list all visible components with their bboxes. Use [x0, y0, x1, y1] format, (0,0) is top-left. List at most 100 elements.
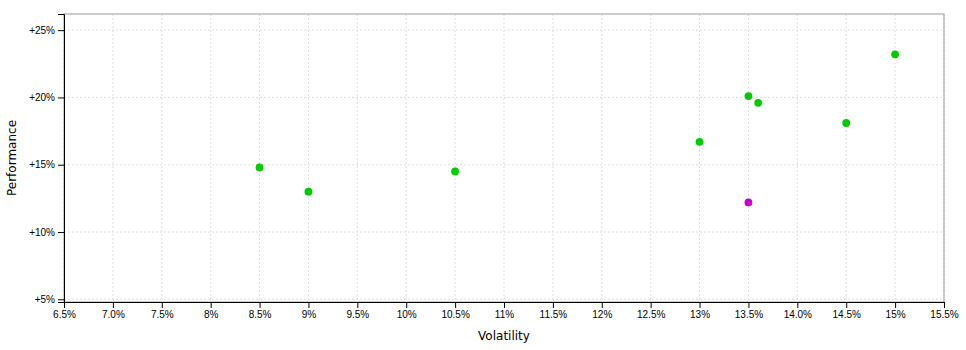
grid-line [699, 14, 700, 302]
grid-line [357, 14, 358, 302]
tick-label: 12% [592, 309, 612, 320]
point [754, 99, 762, 107]
tick-mark [58, 30, 64, 31]
grid-line [259, 14, 260, 302]
tick: 14.0% [784, 302, 812, 320]
grid-line [552, 14, 553, 302]
point [696, 138, 704, 146]
x-axis: 6.5% 7.0% 7.5% 8% 8.5% 9% 9.5% 10% 10.5% 11% 11.5%… [53, 302, 959, 320]
grid-line [64, 97, 944, 98]
tick-mark [162, 302, 163, 308]
tick-mark [406, 302, 407, 308]
tick-label: 15% [886, 309, 906, 320]
grid-line [748, 14, 749, 302]
tick-mark [455, 302, 456, 308]
axis-line [58, 15, 65, 303]
tick: 8.5% [249, 302, 272, 320]
tick-mark [58, 165, 64, 166]
tick-mark [797, 302, 798, 308]
tick-label: 9.5% [346, 309, 369, 320]
tick-mark [113, 302, 114, 308]
grid-line [161, 14, 162, 302]
tick: 8% [204, 302, 219, 320]
tick: 13% [690, 302, 710, 320]
tick: 10.5% [441, 302, 469, 320]
tick-mark [504, 302, 505, 308]
tick: 13.5% [735, 302, 763, 320]
axis-line [65, 303, 945, 309]
tick: 7.0% [102, 302, 125, 320]
tick-label: +5% [35, 294, 55, 305]
tick-mark [553, 302, 554, 308]
tick-label: 6.5% [53, 309, 76, 320]
y-axis: +5% +10% +15% +20% +25% [29, 15, 64, 306]
tick-label: 10% [397, 309, 417, 320]
tick-label: 12.5% [637, 309, 665, 320]
grid-line [210, 14, 211, 302]
tick-label: 13% [690, 309, 710, 320]
tick: +10% [29, 227, 64, 238]
tick-label: 13.5% [735, 309, 763, 320]
tick: 10% [397, 302, 417, 320]
grid-line [406, 14, 407, 302]
tick-label: +20% [29, 92, 55, 103]
tick-label: 14.0% [784, 309, 812, 320]
grid-line [112, 14, 113, 302]
tick-label: +10% [29, 227, 55, 238]
grid-line [455, 14, 456, 302]
tick-label: 9% [302, 309, 317, 320]
tick: +5% [35, 294, 64, 305]
plot-frame [64, 14, 944, 302]
tick-label: 11.5% [540, 309, 568, 320]
grid-line [308, 14, 309, 302]
tick-mark [895, 302, 896, 308]
points [256, 50, 899, 206]
grid-line [64, 232, 944, 233]
grid-line [64, 30, 944, 31]
tick-mark [58, 97, 64, 98]
point [891, 50, 899, 58]
plot: 6.5% 7.0% 7.5% 8% 8.5% 9% 9.5% 10% 10.5% 11% 11.5%… [29, 14, 959, 320]
tick: 7.5% [151, 302, 174, 320]
tick-label: 8.5% [249, 309, 272, 320]
y-axis-title: Performance [5, 120, 19, 196]
grid-line [650, 14, 651, 302]
tick: 12% [592, 302, 612, 320]
tick: 14.5% [833, 302, 861, 320]
tick-mark [58, 299, 64, 300]
tick: 11% [495, 302, 514, 320]
grid-line [504, 14, 505, 302]
tick: 15.5% [930, 302, 958, 320]
tick: 6.5% [53, 302, 76, 320]
grid-line [601, 14, 602, 302]
tick-mark [700, 302, 701, 308]
grid-line [797, 14, 798, 302]
tick-mark [944, 302, 945, 308]
tick: 12.5% [637, 302, 665, 320]
tick: +20% [29, 92, 64, 103]
tick-mark [260, 302, 261, 308]
tick-mark [602, 302, 603, 308]
point [451, 168, 459, 176]
series [256, 50, 899, 195]
tick-mark [357, 302, 358, 308]
tick-label: 7.5% [151, 309, 174, 320]
point [842, 119, 850, 127]
tick-label: 15.5% [930, 309, 958, 320]
tick: 11.5% [540, 302, 568, 320]
tick-label: +25% [29, 25, 55, 36]
point [745, 199, 753, 207]
grid-line [64, 299, 944, 300]
point [745, 92, 753, 100]
tick-label: 11% [495, 309, 514, 320]
tick-mark [308, 302, 309, 308]
tick: +25% [29, 25, 64, 36]
tick-label: 8% [204, 309, 219, 320]
tick-mark [846, 302, 847, 308]
tick-mark [58, 232, 64, 233]
tick-label: +15% [29, 159, 55, 170]
tick: 15% [886, 302, 906, 320]
point [305, 188, 313, 196]
x-axis-title: Volatility [478, 329, 530, 343]
series [745, 199, 753, 207]
